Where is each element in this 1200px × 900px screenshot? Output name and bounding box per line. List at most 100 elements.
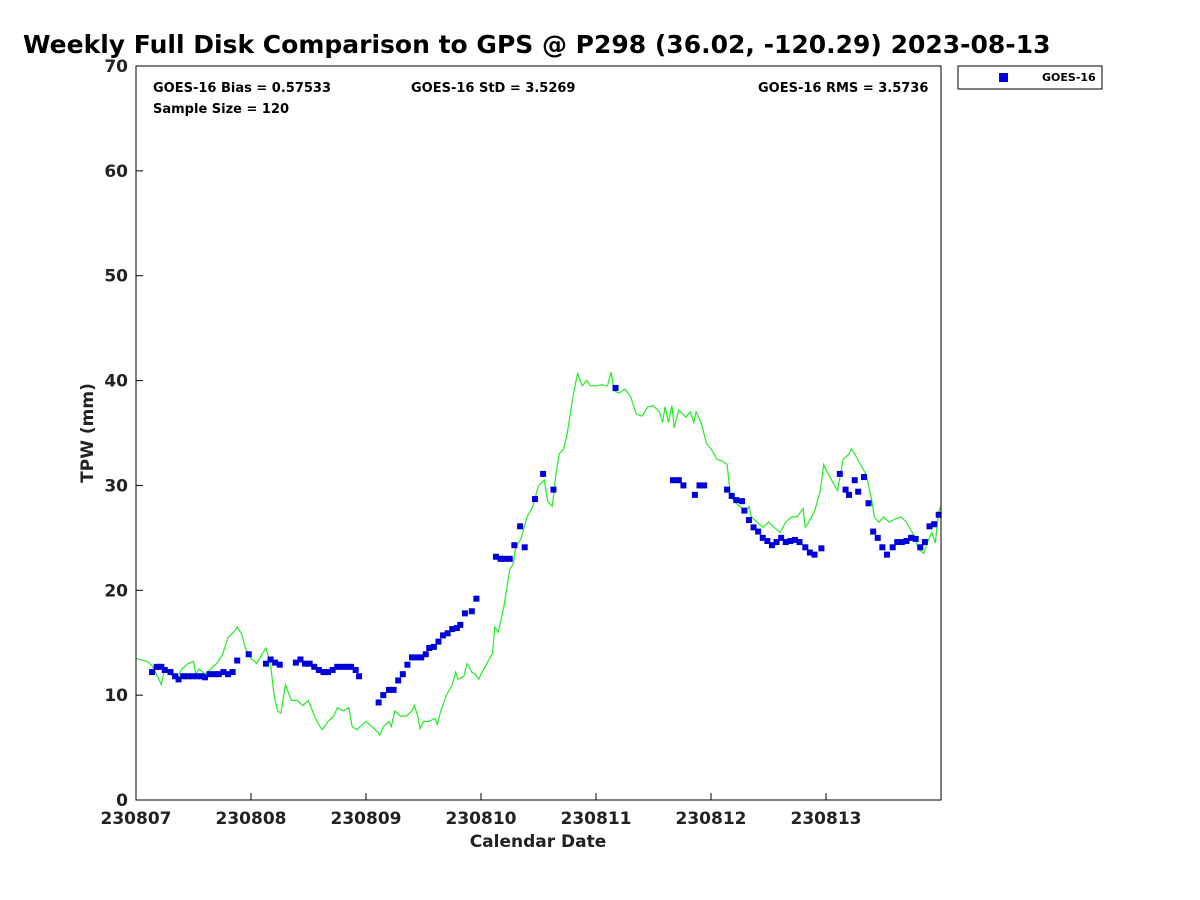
goes16-point	[691, 491, 698, 498]
sample-size-stat: Sample Size = 120	[153, 102, 289, 117]
goes16-point	[701, 482, 708, 489]
y-tick-label: 20	[104, 581, 128, 601]
goes16-point	[806, 549, 813, 556]
goes16-point	[175, 676, 182, 683]
goes16-point	[440, 632, 447, 639]
goes16-point	[418, 654, 425, 661]
goes16-point	[234, 657, 241, 664]
goes16-point	[917, 544, 924, 551]
goes16-point	[612, 384, 619, 391]
goes16-point	[161, 666, 168, 673]
goes16-point	[898, 539, 905, 546]
goes16-point	[745, 517, 752, 524]
goes16-point	[724, 486, 731, 493]
goes16-point	[325, 669, 332, 676]
goes16-point	[728, 492, 735, 499]
goes16-point	[343, 663, 350, 670]
goes16-point	[532, 496, 539, 503]
plot-frame	[135, 65, 942, 801]
goes16-point	[759, 534, 766, 541]
goes16-point	[180, 673, 187, 680]
x-tick-label: 230813	[791, 809, 862, 829]
goes16-point	[842, 486, 849, 493]
goes16-point	[680, 482, 687, 489]
goes16-point	[870, 528, 877, 535]
goes16-point	[511, 542, 518, 549]
goes16-point	[215, 671, 222, 678]
goes16-point	[802, 544, 809, 551]
goes16-point	[449, 626, 456, 633]
bias-stat: GOES-16 Bias = 0.57533	[153, 81, 331, 96]
goes16-point	[375, 699, 382, 706]
goes16-point	[206, 671, 213, 678]
goes16-point	[184, 673, 191, 680]
goes16-point	[430, 643, 437, 650]
goes16-point	[750, 524, 757, 531]
goes16-point	[791, 536, 798, 543]
goes16-point	[921, 539, 928, 546]
goes16-point	[189, 673, 196, 680]
goes16-point	[468, 608, 475, 615]
legend-box	[957, 65, 1103, 90]
goes16-point	[550, 486, 557, 493]
goes16-point	[764, 538, 771, 545]
x-axis-label: Calendar Date	[470, 832, 607, 852]
y-tick-label: 40	[104, 372, 128, 392]
x-tick-label: 230810	[446, 809, 517, 829]
goes16-point	[320, 669, 327, 676]
goes16-point	[338, 663, 345, 670]
goes16-point	[220, 669, 227, 676]
y-tick-label: 10	[104, 686, 128, 706]
goes16-point	[399, 671, 406, 678]
x-tick-label: 230809	[331, 809, 402, 829]
goes16-point	[778, 534, 785, 541]
plot-marks	[135, 370, 942, 737]
goes16-point	[912, 535, 919, 542]
goes16-point	[926, 523, 933, 530]
goes16-point	[311, 663, 318, 670]
std-stat: GOES-16 StD = 3.5269	[411, 81, 575, 96]
goes16-point	[453, 625, 460, 632]
goes16-point	[517, 523, 524, 530]
goes16-point	[787, 538, 794, 545]
goes16-point	[426, 644, 433, 651]
goes16-point	[276, 661, 283, 668]
y-tick-label: 60	[104, 162, 128, 182]
goes16-point	[879, 544, 886, 551]
y-tick-label: 50	[104, 267, 128, 287]
goes16-point	[245, 651, 252, 658]
goes16-point	[267, 656, 274, 663]
goes16-point	[292, 659, 299, 666]
goes16-point	[211, 671, 218, 678]
goes16-point	[356, 673, 363, 680]
goes16-point	[889, 544, 896, 551]
goes16-point	[272, 659, 279, 666]
goes16-point	[908, 534, 915, 541]
goes16-point	[473, 595, 480, 602]
goes16-point	[696, 482, 703, 489]
goes16-point	[846, 491, 852, 498]
goes16-point	[413, 654, 420, 661]
goes16-point	[811, 551, 818, 558]
goes16-point	[935, 511, 942, 518]
goes16-point	[741, 507, 748, 514]
axes: 0 10 20 30 40 50 60 70 230807 230808 230809 230810 2…	[101, 57, 862, 829]
goes16-point	[768, 542, 775, 549]
legend: GOES-16	[957, 65, 1103, 90]
goes16-point	[540, 470, 547, 477]
x-tick-label: 230811	[561, 809, 632, 829]
goes16-point	[860, 474, 867, 481]
goes16-point	[670, 477, 677, 484]
goes16-point	[903, 538, 910, 545]
y-tick-label: 0	[116, 791, 128, 811]
goes16-point	[386, 686, 392, 693]
goes16-point	[461, 610, 468, 617]
goes16-point	[348, 663, 355, 670]
goes16-point	[818, 545, 825, 552]
x-tick-label: 230812	[676, 809, 747, 829]
goes16-point	[855, 488, 862, 495]
goes16-point	[851, 477, 858, 484]
goes16-point	[521, 544, 528, 551]
x-tick-label: 230807	[101, 809, 172, 829]
